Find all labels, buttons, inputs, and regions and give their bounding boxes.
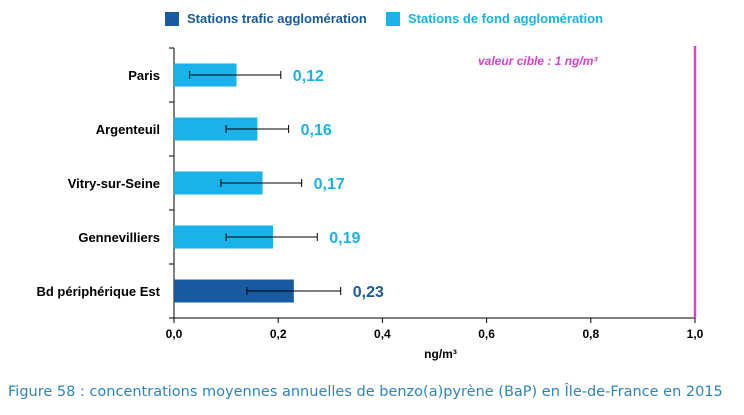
x-tick-label: 0,6 <box>478 327 495 341</box>
legend-item-fond: Stations de fond agglomération <box>386 11 603 26</box>
data-label: 0,17 <box>314 176 345 193</box>
bar <box>174 279 294 303</box>
data-label: 0,12 <box>293 68 324 85</box>
x-tick-label: 0,2 <box>270 327 287 341</box>
data-label: 0,16 <box>301 122 332 139</box>
data-label: 0,23 <box>353 284 384 301</box>
x-tick-label: 1,0 <box>687 327 704 341</box>
figure-caption: Figure 58 : concentrations moyennes annu… <box>8 384 723 400</box>
x-tick-label: 0,0 <box>166 327 183 341</box>
target-label: valeur cible : 1 ng/m³ <box>478 54 598 68</box>
category-label: Gennevilliers <box>78 230 160 245</box>
bar <box>174 171 263 195</box>
data-label: 0,19 <box>329 230 360 247</box>
legend-label-fond: Stations de fond agglomération <box>408 11 604 26</box>
x-tick-label: 0,8 <box>582 327 599 341</box>
bar <box>174 117 258 141</box>
legend-item-trafic: Stations trafic agglomération <box>165 11 367 26</box>
legend-label-trafic: Stations trafic agglomération <box>187 11 367 26</box>
legend-swatch-fond <box>386 11 400 26</box>
legend-swatch-trafic <box>165 11 179 26</box>
category-label: Vitry-sur-Seine <box>68 176 160 191</box>
category-label: Bd périphérique Est <box>36 284 160 299</box>
x-axis-label: ng/m³ <box>424 347 457 361</box>
category-label: Paris <box>128 68 160 83</box>
x-tick-label: 0,4 <box>374 327 391 341</box>
category-label: Argenteuil <box>96 122 160 137</box>
bar-chart: 0,0 0,2 0,4 0,6 0,8 1,0 ng/m³ Paris 0,12 Argenteu… <box>36 46 704 361</box>
bar <box>174 225 273 249</box>
